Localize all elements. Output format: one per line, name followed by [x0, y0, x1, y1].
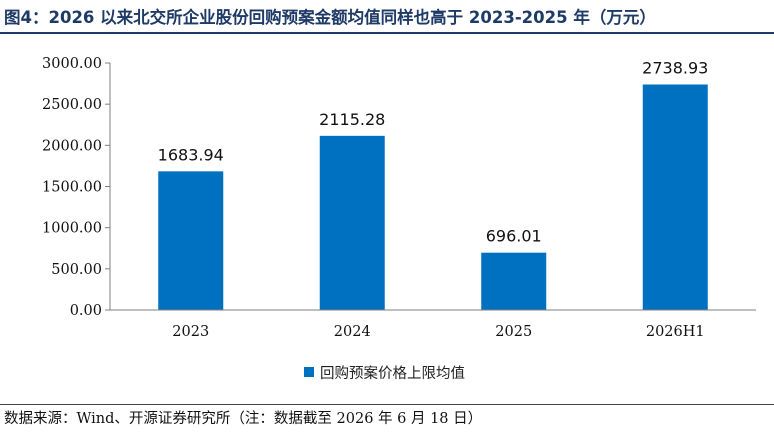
x-tick-label: 2026H1 — [646, 324, 705, 340]
y-tick-label: 1000.00 — [42, 221, 102, 237]
bar-value-label: 1683.94 — [158, 145, 224, 164]
bar — [319, 135, 385, 310]
bar-value-label: 2738.93 — [642, 58, 708, 77]
legend-swatch — [304, 367, 314, 377]
y-tick-label: 2000.00 — [42, 138, 102, 154]
y-axis: 0.00 500.00 1000.00 1500.00 2000.00 2500.00 30… — [42, 56, 111, 319]
y-tick-label: 1500.00 — [42, 180, 102, 196]
bar — [642, 84, 708, 310]
y-tick-label: 0.00 — [70, 303, 102, 319]
legend-label: 回购预案价格上限均值 — [320, 365, 465, 382]
bar-value-label: 2115.28 — [319, 110, 385, 129]
legend: 回购预案价格上限均值 — [304, 362, 465, 382]
bar-chart: 0.00 500.00 1000.00 1500.00 2000.00 2500.00 30… — [42, 56, 756, 340]
source-divider — [0, 404, 774, 405]
bar-value-label: 696.01 — [486, 227, 542, 246]
bar — [481, 252, 547, 310]
x-tick-label: 2024 — [334, 324, 371, 340]
title-divider — [0, 32, 774, 34]
figure-title: 图4：2026 以来北交所企业股份回购预案金额均值同样也高于 2023-2025… — [4, 8, 656, 27]
source-note: 数据来源：Wind、开源证券研究所（注：数据截至 2026 年 6 月 18 日… — [4, 411, 483, 427]
y-tick-label: 500.00 — [51, 262, 102, 278]
y-tick-label: 3000.00 — [42, 56, 102, 72]
bar — [158, 171, 224, 310]
x-axis: 2023 2024 2025 2026H1 — [110, 309, 756, 340]
x-tick-label: 2025 — [495, 324, 532, 340]
x-tick-label: 2023 — [172, 324, 209, 340]
y-tick-label: 2500.00 — [42, 97, 102, 113]
bar-series: 1683.94 2115.28 696.01 2738.93 — [158, 58, 708, 310]
